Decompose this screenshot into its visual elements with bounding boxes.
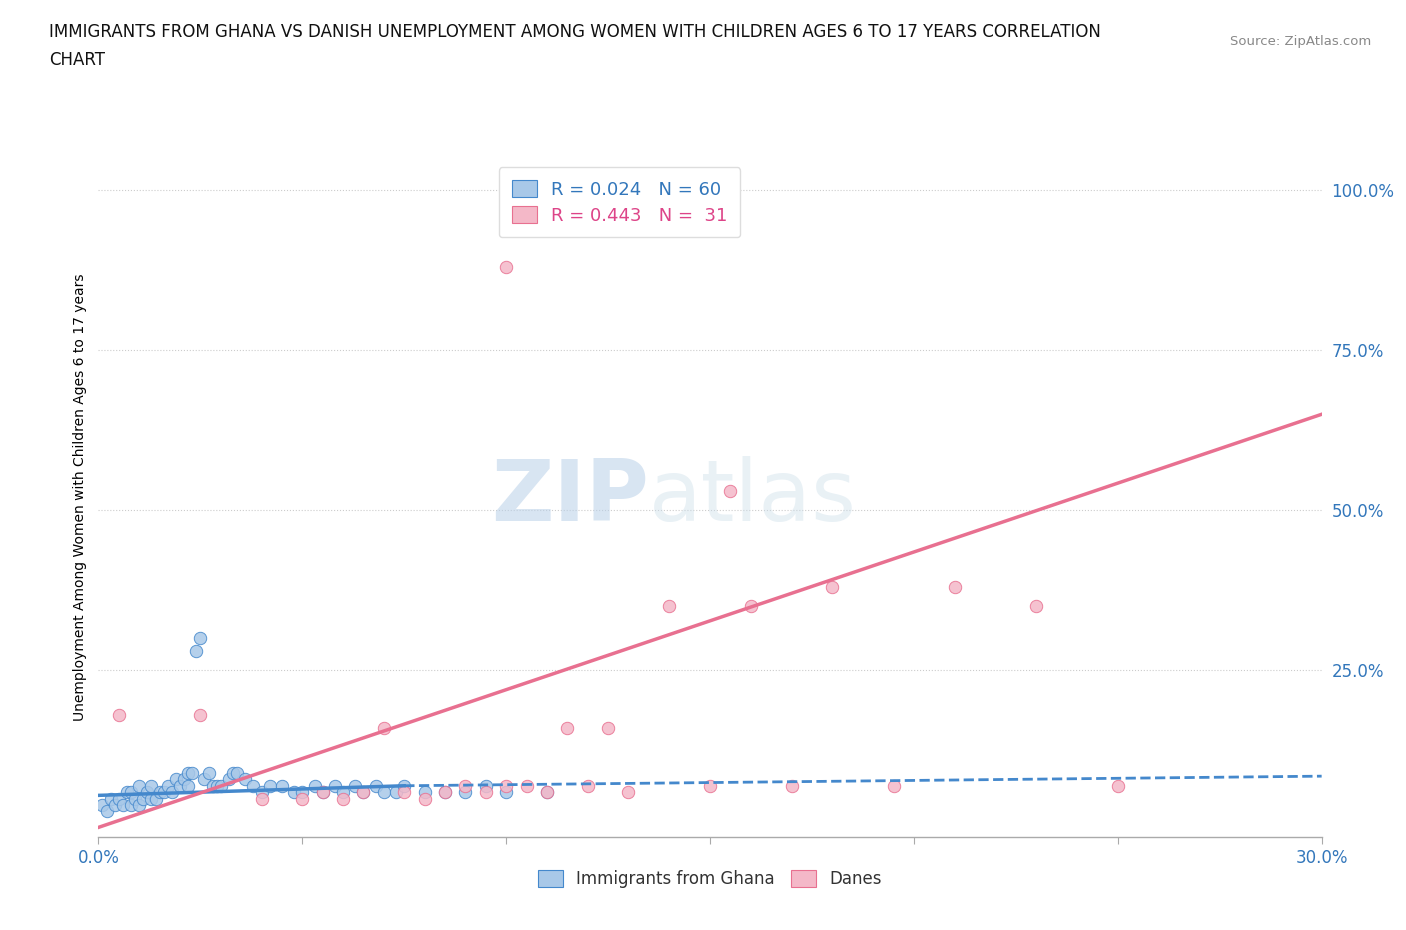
Point (740, 599, 762, 614)
Point (233, 772, 256, 787)
Point (160, 785, 183, 800)
Point (156, 778, 179, 793)
Point (373, 785, 395, 800)
Point (136, 785, 159, 800)
Point (132, 791, 155, 806)
Point (495, 259, 517, 274)
Point (120, 798, 142, 813)
Point (115, 785, 138, 800)
Point (413, 785, 436, 800)
Text: ZIP: ZIP (491, 456, 648, 539)
Text: atlas: atlas (648, 456, 856, 539)
Point (193, 772, 215, 787)
Point (943, 579, 966, 594)
Point (332, 791, 354, 806)
Point (205, 778, 228, 793)
Point (242, 778, 264, 793)
Point (124, 791, 146, 806)
Point (312, 785, 335, 800)
Text: CHART: CHART (49, 51, 105, 69)
Point (108, 791, 131, 806)
Point (474, 785, 498, 800)
Point (186, 644, 208, 658)
Point (188, 708, 212, 723)
Point (536, 785, 558, 800)
Point (104, 798, 127, 813)
Point (780, 778, 803, 793)
Point (658, 599, 681, 614)
Point (141, 778, 163, 793)
Point (141, 791, 163, 806)
Point (218, 772, 240, 787)
Point (108, 708, 131, 723)
Point (821, 579, 844, 594)
Point (226, 765, 249, 780)
Point (352, 785, 374, 800)
Point (145, 791, 167, 806)
Point (177, 778, 200, 793)
Point (201, 778, 224, 793)
Point (454, 778, 477, 793)
Point (516, 778, 538, 793)
Point (259, 778, 281, 793)
Point (222, 765, 245, 780)
Point (291, 791, 314, 806)
Point (270, 778, 294, 793)
Legend: Immigrants from Ghana, Danes: Immigrants from Ghana, Danes (530, 862, 890, 897)
Point (495, 778, 517, 793)
Point (96, 804, 118, 818)
Point (576, 778, 599, 793)
Point (100, 791, 122, 806)
Point (152, 785, 174, 800)
Point (344, 778, 367, 793)
Point (555, 721, 579, 736)
Point (598, 721, 620, 736)
Point (474, 778, 498, 793)
Y-axis label: Unemployment Among Women with Children Ages 6 to 17 years: Unemployment Among Women with Children A… (73, 273, 87, 722)
Point (197, 765, 219, 780)
Point (323, 778, 346, 793)
Point (332, 785, 354, 800)
Point (617, 785, 640, 800)
Point (495, 785, 517, 800)
Point (454, 785, 477, 800)
Point (91, 798, 114, 813)
Point (1025, 599, 1047, 614)
Text: IMMIGRANTS FROM GHANA VS DANISH UNEMPLOYMENT AMONG WOMEN WITH CHILDREN AGES 6 TO: IMMIGRANTS FROM GHANA VS DANISH UNEMPLOY… (49, 23, 1101, 41)
Point (304, 778, 326, 793)
Point (434, 785, 457, 800)
Point (173, 772, 195, 787)
Point (165, 772, 187, 787)
Point (385, 785, 408, 800)
Point (283, 785, 305, 800)
Point (250, 785, 273, 800)
Point (128, 798, 150, 813)
Point (188, 631, 212, 646)
Point (434, 785, 457, 800)
Point (177, 765, 200, 780)
Point (699, 778, 721, 793)
Point (364, 778, 387, 793)
Point (392, 785, 416, 800)
Point (352, 785, 374, 800)
Point (250, 791, 273, 806)
Point (536, 785, 558, 800)
Point (291, 785, 314, 800)
Point (883, 778, 905, 793)
Point (718, 484, 742, 498)
Point (413, 791, 436, 806)
Point (209, 778, 232, 793)
Point (128, 778, 150, 793)
Point (149, 785, 172, 800)
Point (120, 785, 142, 800)
Point (373, 721, 395, 736)
Point (312, 785, 335, 800)
Point (169, 778, 191, 793)
Point (181, 765, 204, 780)
Point (392, 778, 416, 793)
Point (1107, 778, 1129, 793)
Point (111, 798, 134, 813)
Text: Source: ZipAtlas.com: Source: ZipAtlas.com (1230, 35, 1371, 48)
